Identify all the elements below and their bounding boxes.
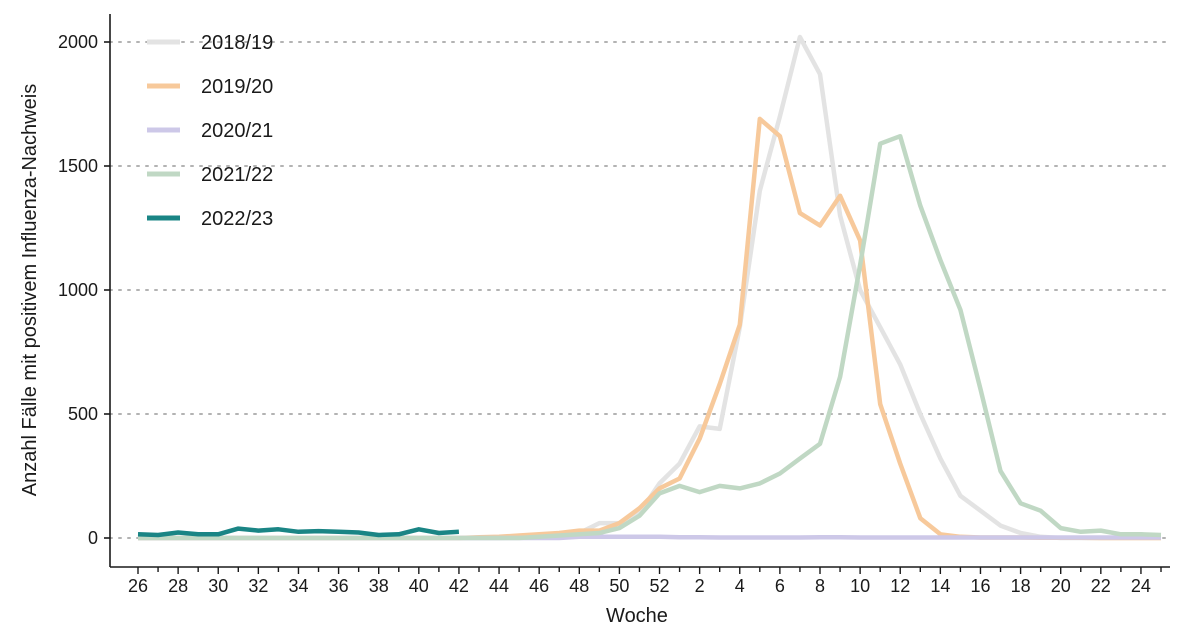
x-tick-label: 2 bbox=[695, 576, 705, 596]
legend-label-2021-22: 2021/22 bbox=[201, 164, 273, 186]
legend-label-2018-19: 2018/19 bbox=[201, 32, 273, 54]
y-tick-label: 2000 bbox=[58, 32, 98, 52]
x-tick-label: 46 bbox=[529, 576, 549, 596]
x-tick-label: 32 bbox=[248, 576, 268, 596]
x-axis-ticks: 26 28 30 32 34 36 38 40 42 44 46 48 50 52 2 4 6 8 10 12 14 16… bbox=[128, 567, 1162, 596]
x-tick-label: 14 bbox=[930, 576, 950, 596]
x-tick-label: 4 bbox=[735, 576, 745, 596]
x-tick-label: 44 bbox=[489, 576, 509, 596]
series-line-2019-20 bbox=[138, 116, 1161, 541]
x-tick-label: 22 bbox=[1091, 576, 1111, 596]
series-line-2018-19 bbox=[138, 34, 1161, 541]
x-axis-title: Woche bbox=[606, 605, 668, 626]
x-tick-label: 40 bbox=[409, 576, 429, 596]
y-axis-title: Anzahl Fälle mit positivem Influenza-Nac… bbox=[19, 84, 41, 496]
x-tick-label: 50 bbox=[609, 576, 629, 596]
x-tick-label: 26 bbox=[128, 576, 148, 596]
x-tick-label: 24 bbox=[1131, 576, 1151, 596]
x-tick-label: 42 bbox=[449, 576, 469, 596]
x-tick-label: 8 bbox=[815, 576, 825, 596]
y-tick-label: 500 bbox=[68, 404, 98, 424]
x-tick-label: 16 bbox=[970, 576, 990, 596]
x-tick-label: 48 bbox=[569, 576, 589, 596]
x-tick-label: 30 bbox=[208, 576, 228, 596]
x-tick-label: 34 bbox=[288, 576, 308, 596]
x-tick-label: 12 bbox=[890, 576, 910, 596]
y-tick-label: 1000 bbox=[58, 280, 98, 300]
gridlines bbox=[109, 41, 1171, 539]
x-tick-label: 18 bbox=[1011, 576, 1031, 596]
series-lines bbox=[137, 34, 1162, 541]
x-tick-label: 52 bbox=[650, 576, 670, 596]
x-tick-label: 10 bbox=[850, 576, 870, 596]
y-axis-ticks: 0 500 1000 1500 2000 bbox=[58, 32, 110, 548]
x-tick-label: 28 bbox=[168, 576, 188, 596]
x-tick-label: 38 bbox=[369, 576, 389, 596]
series-line-2021-22 bbox=[138, 133, 1162, 541]
legend-label-2022-23: 2022/23 bbox=[201, 208, 273, 230]
x-tick-label: 20 bbox=[1051, 576, 1071, 596]
legend-label-2019-20: 2019/20 bbox=[201, 76, 273, 98]
series-line-2022-23 bbox=[137, 526, 460, 538]
x-tick-label: 6 bbox=[775, 576, 785, 596]
legend: 2018/19 2019/20 2020/21 2021/22 2022/23 bbox=[147, 32, 273, 230]
y-tick-label: 0 bbox=[88, 528, 98, 548]
x-tick-label: 36 bbox=[329, 576, 349, 596]
y-tick-label: 1500 bbox=[58, 156, 98, 176]
legend-label-2020-21: 2020/21 bbox=[201, 120, 273, 142]
